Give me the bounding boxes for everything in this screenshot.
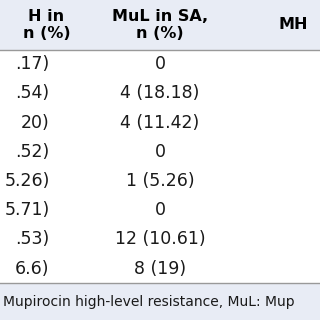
Bar [0, 50, 320, 79]
Bar [0, 166, 320, 196]
Text: H in
n (%): H in n (%) [23, 9, 70, 41]
Bar [0, 137, 320, 166]
Text: 5.71): 5.71) [4, 201, 50, 219]
Text: 0: 0 [155, 55, 165, 73]
Text: 4 (18.18): 4 (18.18) [120, 84, 200, 102]
Bar [0, 225, 320, 254]
Text: 6.6): 6.6) [15, 260, 50, 277]
Bar [0, 254, 320, 283]
Text: 0: 0 [155, 201, 165, 219]
Text: MH: MH [278, 17, 308, 32]
Text: .52): .52) [15, 143, 50, 161]
Text: MuL in SA,
n (%): MuL in SA, n (%) [112, 9, 208, 41]
Text: 20): 20) [21, 114, 50, 132]
Text: .53): .53) [15, 230, 50, 248]
Text: Mupirocin high-level resistance, MuL: Mup: Mupirocin high-level resistance, MuL: Mu… [3, 295, 295, 308]
Bar [0, 79, 320, 108]
Text: 8 (19): 8 (19) [134, 260, 186, 277]
Text: 12 (10.61): 12 (10.61) [115, 230, 205, 248]
Bar [0, 108, 320, 137]
Text: .17): .17) [15, 55, 50, 73]
Bar [0, 283, 320, 320]
Text: 4 (11.42): 4 (11.42) [120, 114, 200, 132]
Bar [0, 196, 320, 225]
Text: .54): .54) [15, 84, 50, 102]
Bar [0, 0, 320, 50]
Text: 1 (5.26): 1 (5.26) [126, 172, 194, 190]
Text: 0: 0 [155, 143, 165, 161]
Text: 5.26): 5.26) [4, 172, 50, 190]
